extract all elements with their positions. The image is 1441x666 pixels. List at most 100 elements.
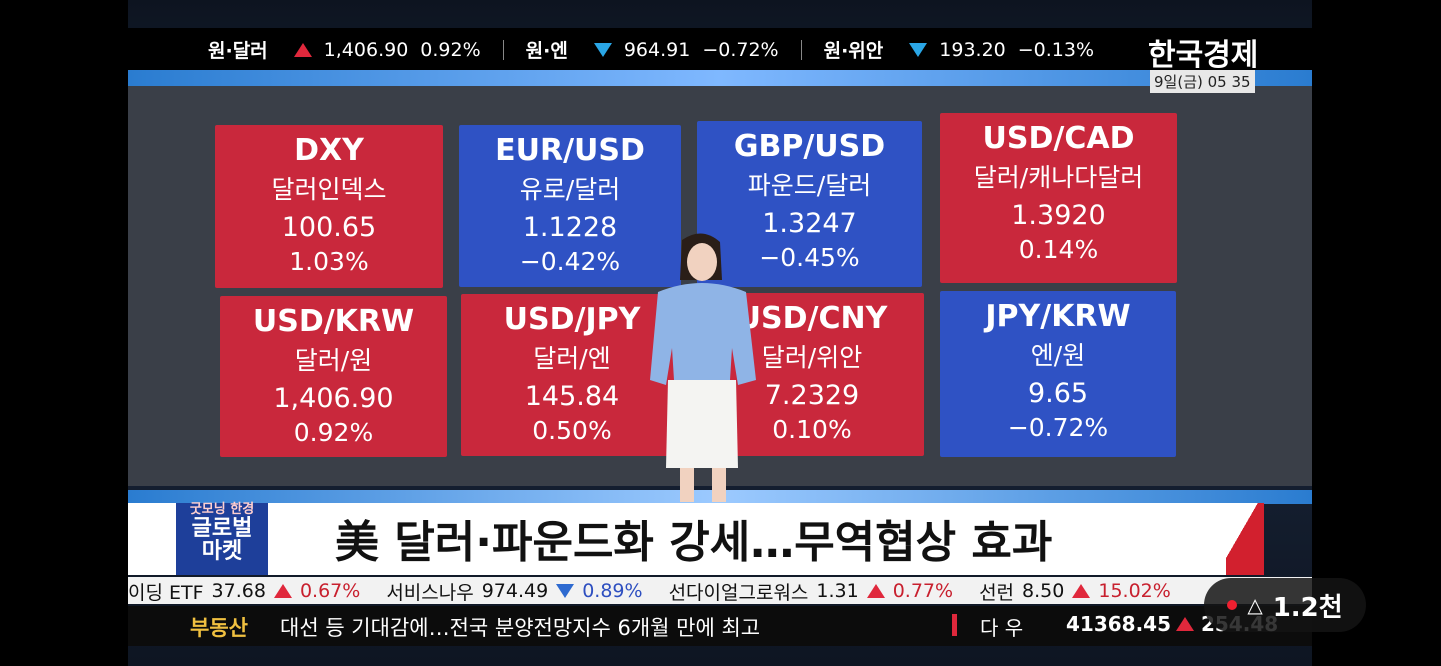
person-icon: △ [1247, 593, 1263, 617]
program-logo: 굿모닝 한경 글로벌 마켓 [176, 503, 268, 575]
presenter [650, 233, 756, 502]
fx-price: 1.1228 [522, 212, 618, 243]
stock-change: 15.02% [1098, 580, 1171, 602]
fx-code: DXY [294, 133, 364, 168]
index-marker [952, 614, 957, 636]
fx-code: USD/CNY [736, 301, 888, 336]
fx-price: 1.3247 [762, 208, 857, 239]
ticker-change: 0.92% [420, 38, 481, 61]
headline-title: 美 달러·파운드화 강세…무역협상 효과 [335, 517, 1053, 568]
up-arrow [1072, 584, 1091, 598]
timestamp: 9일(금) 05 35 [1150, 70, 1255, 93]
fx-card: USD/KRW 달러/원 1,406.90 0.92% [220, 296, 447, 457]
ticker-change: −0.13% [1017, 38, 1095, 61]
logo-line: 굿모닝 한경 [189, 502, 255, 517]
index-value: 41368.45 [1066, 612, 1172, 636]
separator [800, 39, 802, 60]
fx-card: DXY 달러인덱스 100.65 1.03% [215, 125, 443, 288]
down-arrow [909, 42, 928, 57]
fx-code: EUR/USD [495, 133, 645, 168]
fx-change: 0.10% [772, 415, 852, 444]
down-arrow [593, 42, 612, 57]
fx-price: 1.3920 [1011, 200, 1106, 231]
fx-name: 유로/달러 [519, 175, 621, 204]
fx-code: USD/KRW [252, 304, 415, 339]
fx-name: 달러/위안 [761, 343, 863, 372]
fx-card: USD/CNY 달러/위안 7.2329 0.10% [700, 293, 924, 456]
fx-change: 0.14% [1018, 235, 1099, 264]
fx-card: EUR/USD 유로/달러 1.1228 −0.42% [459, 125, 681, 287]
fx-price: 1,406.90 [273, 383, 394, 414]
fx-price: 9.65 [1027, 378, 1089, 409]
headline-accent [1226, 503, 1264, 575]
stock-item: 서비스나우 974.49 0.89% [386, 578, 642, 604]
top-ticker: 원·달러 1,406.90 0.92% 원·엔 964.91 −0.72% 원·위안 193.… [128, 28, 1312, 70]
stock-price: 1.31 [816, 580, 859, 602]
brand: 한국경제 [1148, 38, 1259, 73]
stock-ticker: 이딩 ETF 37.68 0.67% 서비스나우 974.49 0.89% 선다이얼그로워스… [128, 578, 1312, 604]
fx-name: 달러/엔 [533, 344, 611, 373]
studio-light-bar [128, 70, 1312, 86]
stock-name: 선다이얼그로워스 [668, 581, 809, 604]
live-dot [1227, 600, 1238, 610]
up-arrow [273, 584, 292, 598]
stock-change: 0.77% [892, 580, 954, 602]
up-arrow [866, 584, 885, 598]
view-count: 1.2천 [1272, 592, 1343, 623]
news-ticker-bar [128, 606, 1312, 646]
stock-name: 이딩 ETF [128, 581, 204, 604]
stock-price: 37.68 [211, 580, 266, 602]
fx-card: USD/JPY 달러/엔 145.84 0.50% [461, 294, 683, 456]
fx-card: GBP/USD 파운드/달러 1.3247 −0.45% [697, 121, 922, 287]
view-count-badge[interactable]: △ 1.2천 [1204, 578, 1366, 632]
down-arrow [556, 584, 575, 598]
ticker-value: 193.20 [939, 38, 1006, 61]
stock-item: 선런 8.50 15.02% [979, 578, 1171, 604]
stock-price: 8.50 [1022, 580, 1065, 602]
up-arrow [1176, 617, 1194, 631]
ticker-value: 964.91 [623, 38, 691, 61]
fx-change: 0.50% [532, 416, 612, 445]
index-name: 다 우 [980, 616, 1024, 640]
ticker-label: 원·위안 [823, 40, 884, 62]
fx-name: 달러인덱스 [271, 175, 387, 204]
separator [502, 39, 504, 60]
ticker-label: 원·엔 [525, 40, 568, 62]
ticker-value: 1,406.90 [323, 38, 409, 61]
fx-price: 100.65 [281, 212, 377, 243]
logo-line: 마켓 [201, 538, 243, 564]
fx-name: 달러/원 [294, 346, 373, 375]
fx-change: 0.92% [293, 418, 374, 447]
ticker-change: −0.72% [702, 38, 779, 61]
fx-code: USD/CAD [982, 121, 1135, 156]
fx-code: USD/JPY [503, 302, 641, 337]
top-ticker-row: 원·달러 1,406.90 0.92% 원·엔 964.91 −0.72% 원·위안 193.… [208, 36, 1094, 63]
logo-line: 글로벌 [191, 515, 253, 541]
fx-code: JPY/KRW [985, 299, 1131, 334]
stock-name: 서비스나우 [386, 581, 474, 604]
stock-price: 974.49 [481, 580, 549, 602]
up-arrow [293, 42, 312, 57]
stock-change: 0.89% [582, 580, 643, 602]
fx-change: −0.45% [759, 243, 860, 272]
fx-card: USD/CAD 달러/캐나다달러 1.3920 0.14% [940, 113, 1177, 283]
fx-name: 파운드/달러 [747, 171, 872, 200]
stock-name: 선런 [979, 581, 1015, 604]
fx-price: 7.2329 [764, 380, 860, 411]
fx-change: −0.42% [519, 247, 621, 276]
fx-name: 달러/캐나다달러 [973, 163, 1144, 192]
fx-change: −0.72% [1007, 413, 1109, 442]
stock-item: 이딩 ETF 37.68 0.67% [128, 578, 360, 604]
ticker-label: 원·달러 [208, 40, 268, 62]
fx-change: 1.03% [289, 247, 369, 276]
headline-bar [128, 503, 1264, 575]
fx-name: 엔/원 [1030, 341, 1086, 370]
fx-price: 145.84 [524, 381, 620, 412]
stock-ticker-bar [128, 577, 1312, 604]
fx-code: GBP/USD [733, 129, 886, 164]
stock-item: 선다이얼그로워스 1.31 0.77% [669, 578, 954, 604]
news-category: 부동산 [190, 616, 248, 640]
news-text: 대선 등 기대감에…전국 분양전망지수 6개월 만에 최고 [280, 616, 761, 640]
fx-card: JPY/KRW 엔/원 9.65 −0.72% [940, 291, 1176, 457]
